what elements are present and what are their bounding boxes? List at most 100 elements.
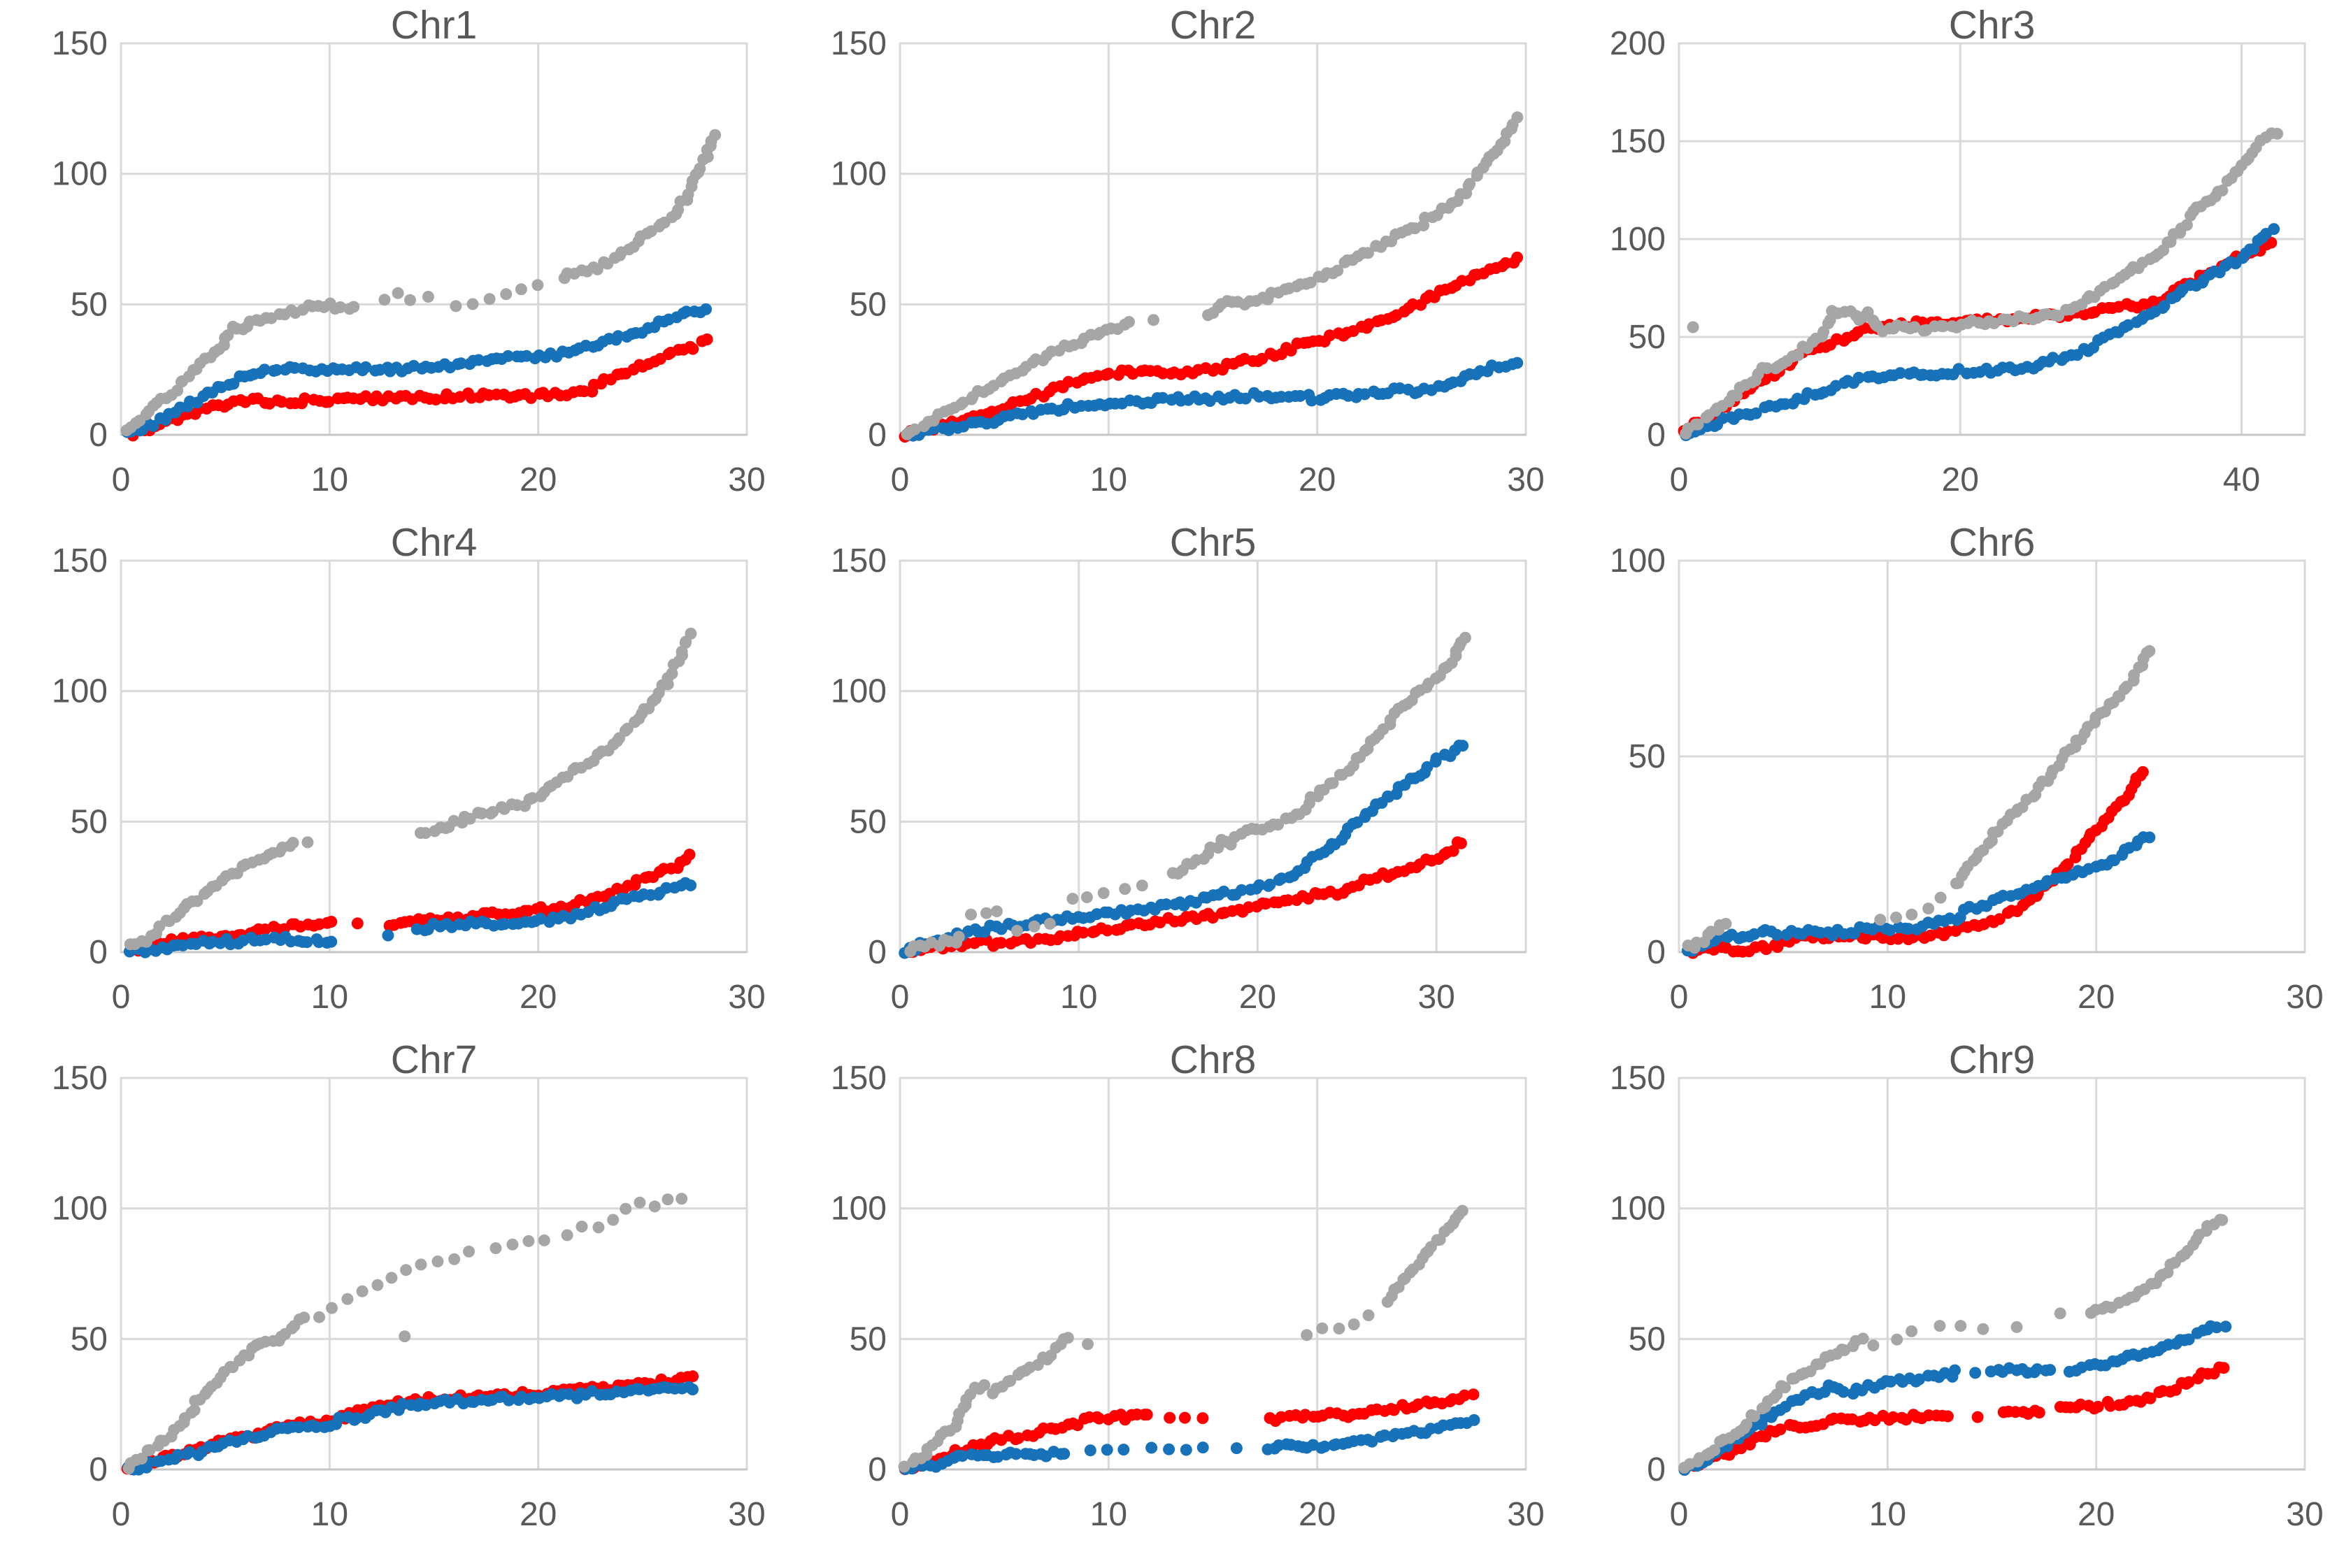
chart-title: Chr6 [1949,520,2036,565]
y-tick-label: 200 [1610,25,1666,62]
x-tick-label: 30 [1417,979,1455,1016]
series-gray [1678,1214,2229,1474]
x-tick-label: 10 [1060,979,1097,1016]
chart-title: Chr1 [391,3,478,48]
x-tick-label: 10 [311,461,348,498]
series-gray [120,129,722,437]
y-tick-label: 150 [831,1060,887,1097]
chart-chr5: Chr5 0 50 100 150 0 10 20 30 [779,517,1558,1035]
series-red [904,836,1467,958]
plot-border [120,42,748,436]
x-tick-label: 20 [1299,461,1336,498]
chart-chr9: Chr9 0 50 100 150 0 10 20 30 [1558,1035,2337,1568]
y-tick-label: 50 [71,803,108,840]
x-tick-label: 0 [1670,979,1689,1016]
y-tick-label: 0 [1647,417,1666,454]
chart-title: Chr7 [391,1037,478,1082]
y-tick-label: 150 [831,25,887,62]
y-tick-label: 100 [52,1191,108,1228]
chart-title: Chr9 [1949,1037,2036,1082]
y-tick-label: 50 [1629,738,1666,775]
x-tick-label: 10 [1090,1496,1127,1533]
y-tick-label: 0 [1647,1451,1666,1488]
x-tick-label: 30 [2286,979,2323,1016]
x-tick-label: 0 [1670,1496,1689,1533]
chart-chr8: Chr8 0 50 100 150 0 10 20 30 [779,1035,1558,1568]
y-tick-label: 100 [831,673,887,710]
y-tick-label: 50 [850,803,887,840]
series-gray [904,631,1471,958]
y-tick-label: 0 [868,417,887,454]
x-tick-label: 10 [311,979,348,1016]
plot-border [120,1077,748,1471]
x-tick-label: 30 [1507,461,1544,498]
series-gray [898,1204,1468,1473]
chr1-plot: Chr1 0 50 100 150 0 10 20 30 [52,3,766,498]
y-tick-label: 0 [868,934,887,971]
x-tick-label: 0 [1670,461,1689,498]
x-tick-label: 10 [311,1496,348,1533]
series-red [899,251,1524,443]
y-tick-label: 0 [89,1451,108,1488]
y-tick-label: 100 [52,156,108,193]
chr2-plot: Chr2 0 50 100 150 0 10 20 30 [831,3,1545,498]
chart-title: Chr5 [1170,520,1257,565]
series-blue [122,1381,699,1476]
chart-chr6: Chr6 0 50 100 0 10 20 30 [1558,517,2337,1035]
y-tick-label: 50 [1629,319,1666,356]
y-tick-label: 100 [831,1191,887,1228]
x-tick-label: 0 [891,461,910,498]
chart-chr4: Chr4 0 50 100 150 0 10 20 30 [0,517,779,1035]
x-tick-label: 30 [1507,1496,1544,1533]
chr5-plot: Chr5 0 50 100 150 0 10 20 30 [831,520,1527,1016]
series-gray [1680,127,2284,440]
x-tick-label: 30 [728,979,765,1016]
y-tick-label: 50 [71,1321,108,1358]
x-tick-label: 10 [1090,461,1127,498]
series-gray [122,1193,688,1475]
y-tick-label: 100 [1610,1191,1666,1228]
chart-title: Chr3 [1949,3,2036,48]
series-gray [901,111,1524,440]
x-tick-label: 20 [1299,1496,1336,1533]
chart-title: Chr2 [1170,3,1257,48]
x-tick-label: 10 [1869,979,1906,1016]
x-tick-label: 20 [2078,979,2115,1016]
x-tick-label: 20 [520,1496,557,1533]
plot-border [899,1077,1527,1471]
series-gray [1682,645,2156,954]
y-tick-label: 100 [1610,542,1666,580]
x-tick-label: 40 [2223,461,2260,498]
chart-chr3: Chr3 0 50 100 150 200 0 20 40 [1558,0,2337,517]
chr8-plot: Chr8 0 50 100 150 0 10 20 30 [831,1037,1545,1533]
y-tick-label: 50 [1629,1321,1666,1358]
x-tick-label: 20 [1942,461,1979,498]
x-tick-label: 30 [728,461,765,498]
x-tick-label: 30 [728,1496,765,1533]
chr4-plot: Chr4 0 50 100 150 0 10 20 30 [52,520,766,1016]
x-tick-label: 0 [891,979,910,1016]
x-tick-label: 20 [2078,1496,2115,1533]
chr6-plot: Chr6 0 50 100 0 10 20 30 [1610,520,2324,1016]
y-tick-label: 150 [52,1060,108,1097]
chart-title: Chr4 [391,520,478,565]
y-tick-label: 0 [89,417,108,454]
chr9-plot: Chr9 0 50 100 150 0 10 20 30 [1610,1037,2324,1533]
series-red [899,1388,1480,1476]
y-tick-label: 150 [831,542,887,580]
chr7-plot: Chr7 0 50 100 150 0 10 20 30 [52,1037,766,1533]
y-tick-label: 50 [850,1321,887,1358]
x-tick-label: 20 [520,461,557,498]
y-tick-label: 50 [850,286,887,323]
x-tick-label: 0 [891,1496,910,1533]
series-blue [123,877,697,958]
y-tick-label: 150 [1610,1060,1666,1097]
x-tick-label: 10 [1869,1496,1906,1533]
chart-chr2: Chr2 0 50 100 150 0 10 20 30 [779,0,1558,517]
x-tick-label: 0 [112,461,131,498]
series-blue [1680,223,2280,442]
y-tick-label: 50 [71,286,108,323]
y-tick-label: 0 [1647,934,1666,971]
